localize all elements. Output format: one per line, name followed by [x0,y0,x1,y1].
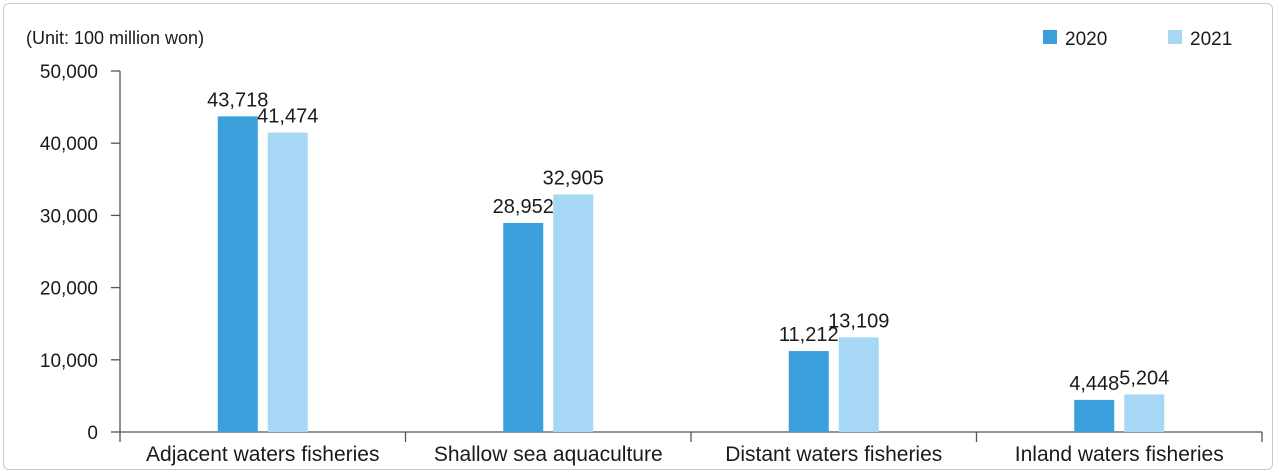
legend-label: 2020 [1065,29,1107,50]
legend-label: 2021 [1190,29,1232,50]
bar-2021-3 [838,337,879,432]
bar-2020-3 [788,351,829,432]
bar-2021-2 [553,194,594,432]
bars [217,116,1165,432]
data-label: 43,718 [207,89,268,111]
x-category-label: Inland waters fisheries [1015,443,1224,466]
legend: 2020 2021 [1043,29,1232,50]
y-tick-label: 0 [87,423,98,444]
data-label: 5,204 [1119,367,1169,389]
x-category-label: Adjacent waters fisheries [146,443,379,466]
bar-2020-1 [217,116,258,432]
bar-2020-4 [1074,399,1115,432]
legend-swatch-2020 [1043,30,1057,44]
data-label: 13,109 [828,310,889,332]
y-tick-label: 10,000 [40,351,98,372]
bar-2021-4 [1124,394,1165,432]
data-label: 28,952 [493,196,554,218]
y-tick-label: 30,000 [40,206,98,227]
x-category-label: Distant waters fisheries [725,443,942,466]
unit-note: (Unit: 100 million won) [26,28,204,48]
y-tick-label: 50,000 [40,62,98,83]
data-label: 41,474 [257,106,318,128]
y-axis: 0 10,000 20,000 30,000 40,000 50,000 [40,62,121,444]
data-label: 4,448 [1069,373,1119,395]
x-axis: Adjacent waters fisheries Shallow sea aqu… [119,431,1263,466]
chart-frame [3,3,1273,470]
bar-2021-1 [267,132,308,432]
y-tick-label: 20,000 [40,279,98,300]
y-tick-label: 40,000 [40,134,98,155]
bar-2020-2 [503,222,544,432]
legend-swatch-2021 [1168,30,1182,44]
x-category-label: Shallow sea aquaculture [434,443,663,466]
data-label: 11,212 [779,324,839,346]
data-label: 32,905 [543,167,604,189]
